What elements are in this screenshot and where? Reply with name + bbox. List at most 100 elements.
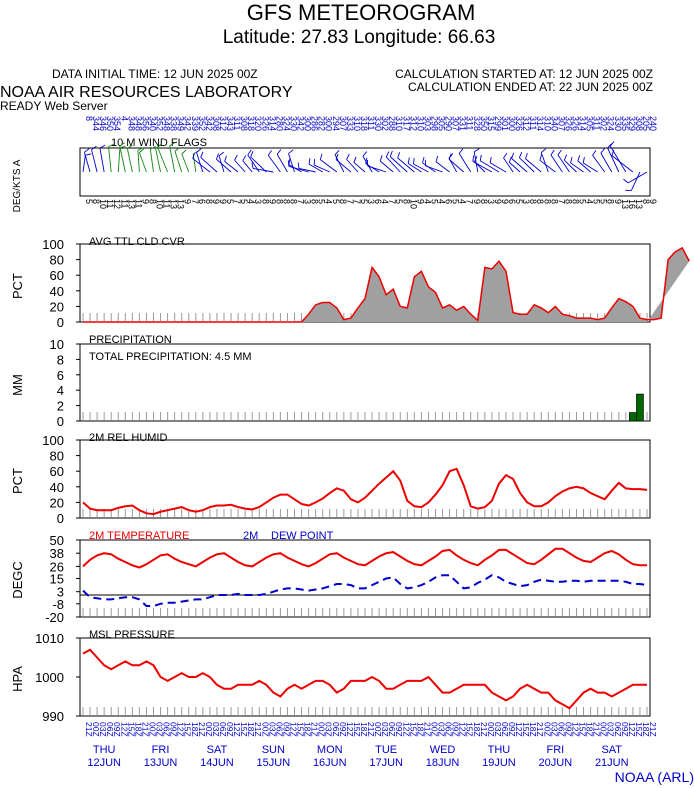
y-tick-label: 60 xyxy=(50,268,64,283)
x-hour-label: 06Z xyxy=(387,722,397,737)
cloud-panel-title: AVG TTL CLD CVR xyxy=(89,236,185,248)
wind-speed-label: 7 xyxy=(232,199,242,204)
wind-direction-label: 356 xyxy=(140,116,150,131)
wind-direction-label: 4 xyxy=(119,116,129,121)
x-hour-label: 03Z xyxy=(380,722,390,737)
wind-barb xyxy=(319,153,323,160)
wind-speed-label: 4 xyxy=(585,199,595,204)
wind-barb xyxy=(84,148,90,153)
x-day-date: 20JUN xyxy=(539,757,573,769)
wind-speed-label: 9 xyxy=(500,199,510,204)
x-day-date: 12JUN xyxy=(87,757,121,769)
wind-direction-label: 282 xyxy=(317,116,327,131)
x-hour-label: 18Z xyxy=(246,722,256,737)
series-line xyxy=(82,648,647,710)
wind-speed-label: 7 xyxy=(190,199,200,204)
wind-barb xyxy=(218,151,225,157)
wind-speed-label: 8 xyxy=(281,199,291,204)
wind-barb xyxy=(623,178,629,184)
wind-flag xyxy=(570,162,584,173)
wind-speed-label: 10 xyxy=(408,199,418,209)
wind-speed-label: 8 xyxy=(91,199,101,204)
wind-speed-label: 5 xyxy=(599,199,609,204)
wind-barb xyxy=(397,152,401,159)
x-hour-label: 00Z xyxy=(204,722,214,737)
wind-speed-label: 5 xyxy=(514,199,524,204)
panel-frame xyxy=(79,343,651,422)
wind-flag xyxy=(550,154,563,173)
wind-direction-label: 312 xyxy=(408,116,418,131)
x-day-name: FRI xyxy=(152,744,170,756)
x-hour-label: 06Z xyxy=(556,722,566,737)
wind-flag xyxy=(320,159,338,173)
x-hour-label: 09Z xyxy=(507,722,517,737)
wind-speed-label: 9 xyxy=(415,199,425,204)
wind-direction-label: 300 xyxy=(507,116,517,131)
panel-frame xyxy=(79,539,651,618)
wind-barb xyxy=(479,154,482,161)
wind-speed-label: 8 xyxy=(204,199,214,204)
wind-speed-label: 13 xyxy=(126,199,136,209)
wind-barb xyxy=(365,157,368,164)
wind-direction-label: 343 xyxy=(225,116,235,131)
x-hour-label: 06Z xyxy=(162,722,172,737)
wind-flag xyxy=(480,160,500,173)
wind-direction-label: 310 xyxy=(394,116,404,131)
wind-flag xyxy=(525,158,542,173)
wind-direction-label: 324 xyxy=(281,116,291,131)
wind-barb xyxy=(91,145,97,151)
x-hour-label: 00Z xyxy=(486,722,496,737)
wind-flag xyxy=(314,164,330,173)
wind-flag xyxy=(119,145,126,173)
x-hour-label: 15Z xyxy=(183,722,193,737)
wind-barb xyxy=(611,149,615,156)
wind-direction-label: 298 xyxy=(429,116,439,131)
x-day-name: SUN xyxy=(262,744,285,756)
wind-panel-frame xyxy=(79,147,651,197)
dewpoint-legend-prefix: 2M xyxy=(243,530,258,542)
x-hour-label: 12Z xyxy=(570,722,580,737)
wind-panel-title: 10 M WIND FLAGS xyxy=(111,137,207,149)
wind-direction-label: 348 xyxy=(126,116,136,131)
wind-speed-label: 7 xyxy=(296,199,306,204)
wind-speed-label: 5 xyxy=(451,199,461,204)
wind-speed-label: 6 xyxy=(373,199,383,204)
wind-barb xyxy=(308,158,311,165)
x-hour-label: 18Z xyxy=(133,722,143,737)
wind-barb xyxy=(181,149,187,155)
wind-speed-label: 4 xyxy=(458,199,468,204)
wind-direction-label: 288 xyxy=(387,116,397,131)
wind-flag xyxy=(308,163,323,173)
x-hour-label: 15Z xyxy=(521,722,531,737)
x-hour-label: 00Z xyxy=(542,722,552,737)
wind-speed-label: 6 xyxy=(444,199,454,204)
wind-speed-label: 8 xyxy=(535,199,545,204)
wind-speed-label: 4 xyxy=(324,199,334,204)
wind-direction-label: 308 xyxy=(211,116,221,131)
x-hour-label: 15Z xyxy=(578,722,588,737)
wind-speed-label: 4 xyxy=(437,199,447,204)
dewpoint-legend: DEW POINT xyxy=(271,530,334,542)
wind-flag xyxy=(288,153,295,173)
wind-direction-label: 326 xyxy=(563,116,573,131)
x-hour-label: 12Z xyxy=(176,722,186,737)
wind-flag xyxy=(448,158,464,173)
wind-barb xyxy=(609,141,615,147)
x-axis-hour-labels: 21Z00Z03Z06Z09Z12Z15Z18Z21Z00Z03Z06Z09Z1… xyxy=(84,722,658,737)
wind-barb xyxy=(224,155,227,162)
wind-direction-label: 348 xyxy=(133,116,143,131)
y-tick-label: 100 xyxy=(42,433,64,448)
panel-frame xyxy=(79,439,651,519)
wind-direction-label: 314 xyxy=(267,116,277,131)
wind-direction-label: 344 xyxy=(91,116,101,131)
wind-direction-label: 240 xyxy=(648,116,658,131)
x-hour-label: 09Z xyxy=(563,722,573,737)
wind-direction-label: 331 xyxy=(458,116,468,131)
wind-speed-label: 7 xyxy=(556,199,566,204)
wind-flag xyxy=(174,151,183,173)
wind-barb xyxy=(474,156,478,162)
wind-flag xyxy=(117,147,121,173)
wind-speed-label: 8 xyxy=(641,199,651,204)
noaa-credit: NOAA (ARL) xyxy=(615,769,694,785)
